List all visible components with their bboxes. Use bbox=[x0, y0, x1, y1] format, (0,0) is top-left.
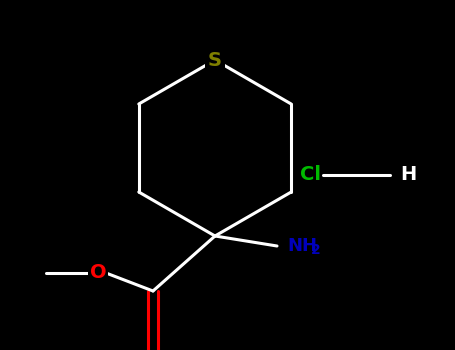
Text: Cl: Cl bbox=[300, 166, 321, 184]
Text: O: O bbox=[90, 264, 106, 282]
Text: S: S bbox=[208, 50, 222, 70]
Text: 2: 2 bbox=[311, 243, 321, 257]
Text: H: H bbox=[400, 166, 416, 184]
Text: NH: NH bbox=[287, 237, 317, 255]
